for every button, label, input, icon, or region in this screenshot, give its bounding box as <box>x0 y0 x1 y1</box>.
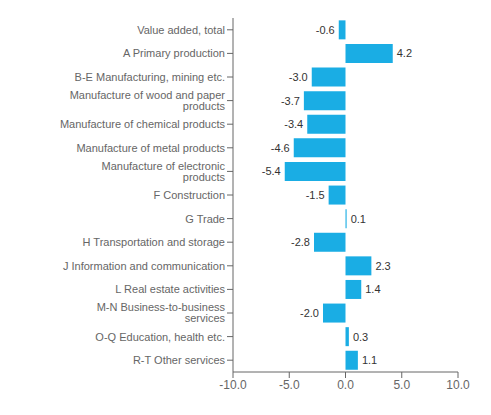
svg-text:H Transportation and storage: H Transportation and storage <box>83 236 225 248</box>
svg-text:1.4: 1.4 <box>365 283 380 295</box>
svg-text:R-T Other services: R-T Other services <box>133 354 226 366</box>
svg-text:F Construction: F Construction <box>153 189 225 201</box>
svg-text:-3.7: -3.7 <box>281 95 300 107</box>
svg-text:Manufacture of metal products: Manufacture of metal products <box>76 142 225 154</box>
svg-text:-0.6: -0.6 <box>316 24 335 36</box>
svg-text:-10.0: -10.0 <box>219 378 247 392</box>
svg-text:-3.0: -3.0 <box>289 71 308 83</box>
svg-text:-2.0: -2.0 <box>300 307 319 319</box>
svg-text:5.0: 5.0 <box>393 378 410 392</box>
svg-text:G Trade: G Trade <box>185 213 225 225</box>
svg-text:0.1: 0.1 <box>351 213 366 225</box>
svg-text:M-N Business-to-businessservic: M-N Business-to-businessservices <box>97 301 226 324</box>
svg-text:-5.4: -5.4 <box>262 165 281 177</box>
svg-text:Manufacture of chemical produc: Manufacture of chemical products <box>60 118 226 130</box>
svg-text:Value added, total: Value added, total <box>137 24 225 36</box>
svg-text:Manufacture of electronicprodu: Manufacture of electronicproducts <box>101 160 225 183</box>
svg-text:B-E Manufacturing, mining etc.: B-E Manufacturing, mining etc. <box>75 71 225 83</box>
svg-text:-4.6: -4.6 <box>271 142 290 154</box>
svg-text:-3.4: -3.4 <box>284 118 303 130</box>
svg-text:1.1: 1.1 <box>362 354 377 366</box>
svg-text:-5.0: -5.0 <box>279 378 300 392</box>
svg-text:4.2: 4.2 <box>397 47 412 59</box>
svg-text:L Real estate activities: L Real estate activities <box>115 283 225 295</box>
svg-text:0.3: 0.3 <box>353 331 368 343</box>
svg-text:0.0: 0.0 <box>337 378 354 392</box>
svg-text:2.3: 2.3 <box>375 260 390 272</box>
svg-text:O-Q Education, health etc.: O-Q Education, health etc. <box>95 331 225 343</box>
svg-text:A Primary production: A Primary production <box>123 47 225 59</box>
svg-text:J Information and communicatio: J Information and communication <box>63 260 225 272</box>
svg-text:10.0: 10.0 <box>446 378 470 392</box>
svg-text:Manufacture of wood and paperp: Manufacture of wood and paperproducts <box>70 89 226 112</box>
svg-text:-2.8: -2.8 <box>291 236 310 248</box>
svg-text:-1.5: -1.5 <box>306 189 325 201</box>
